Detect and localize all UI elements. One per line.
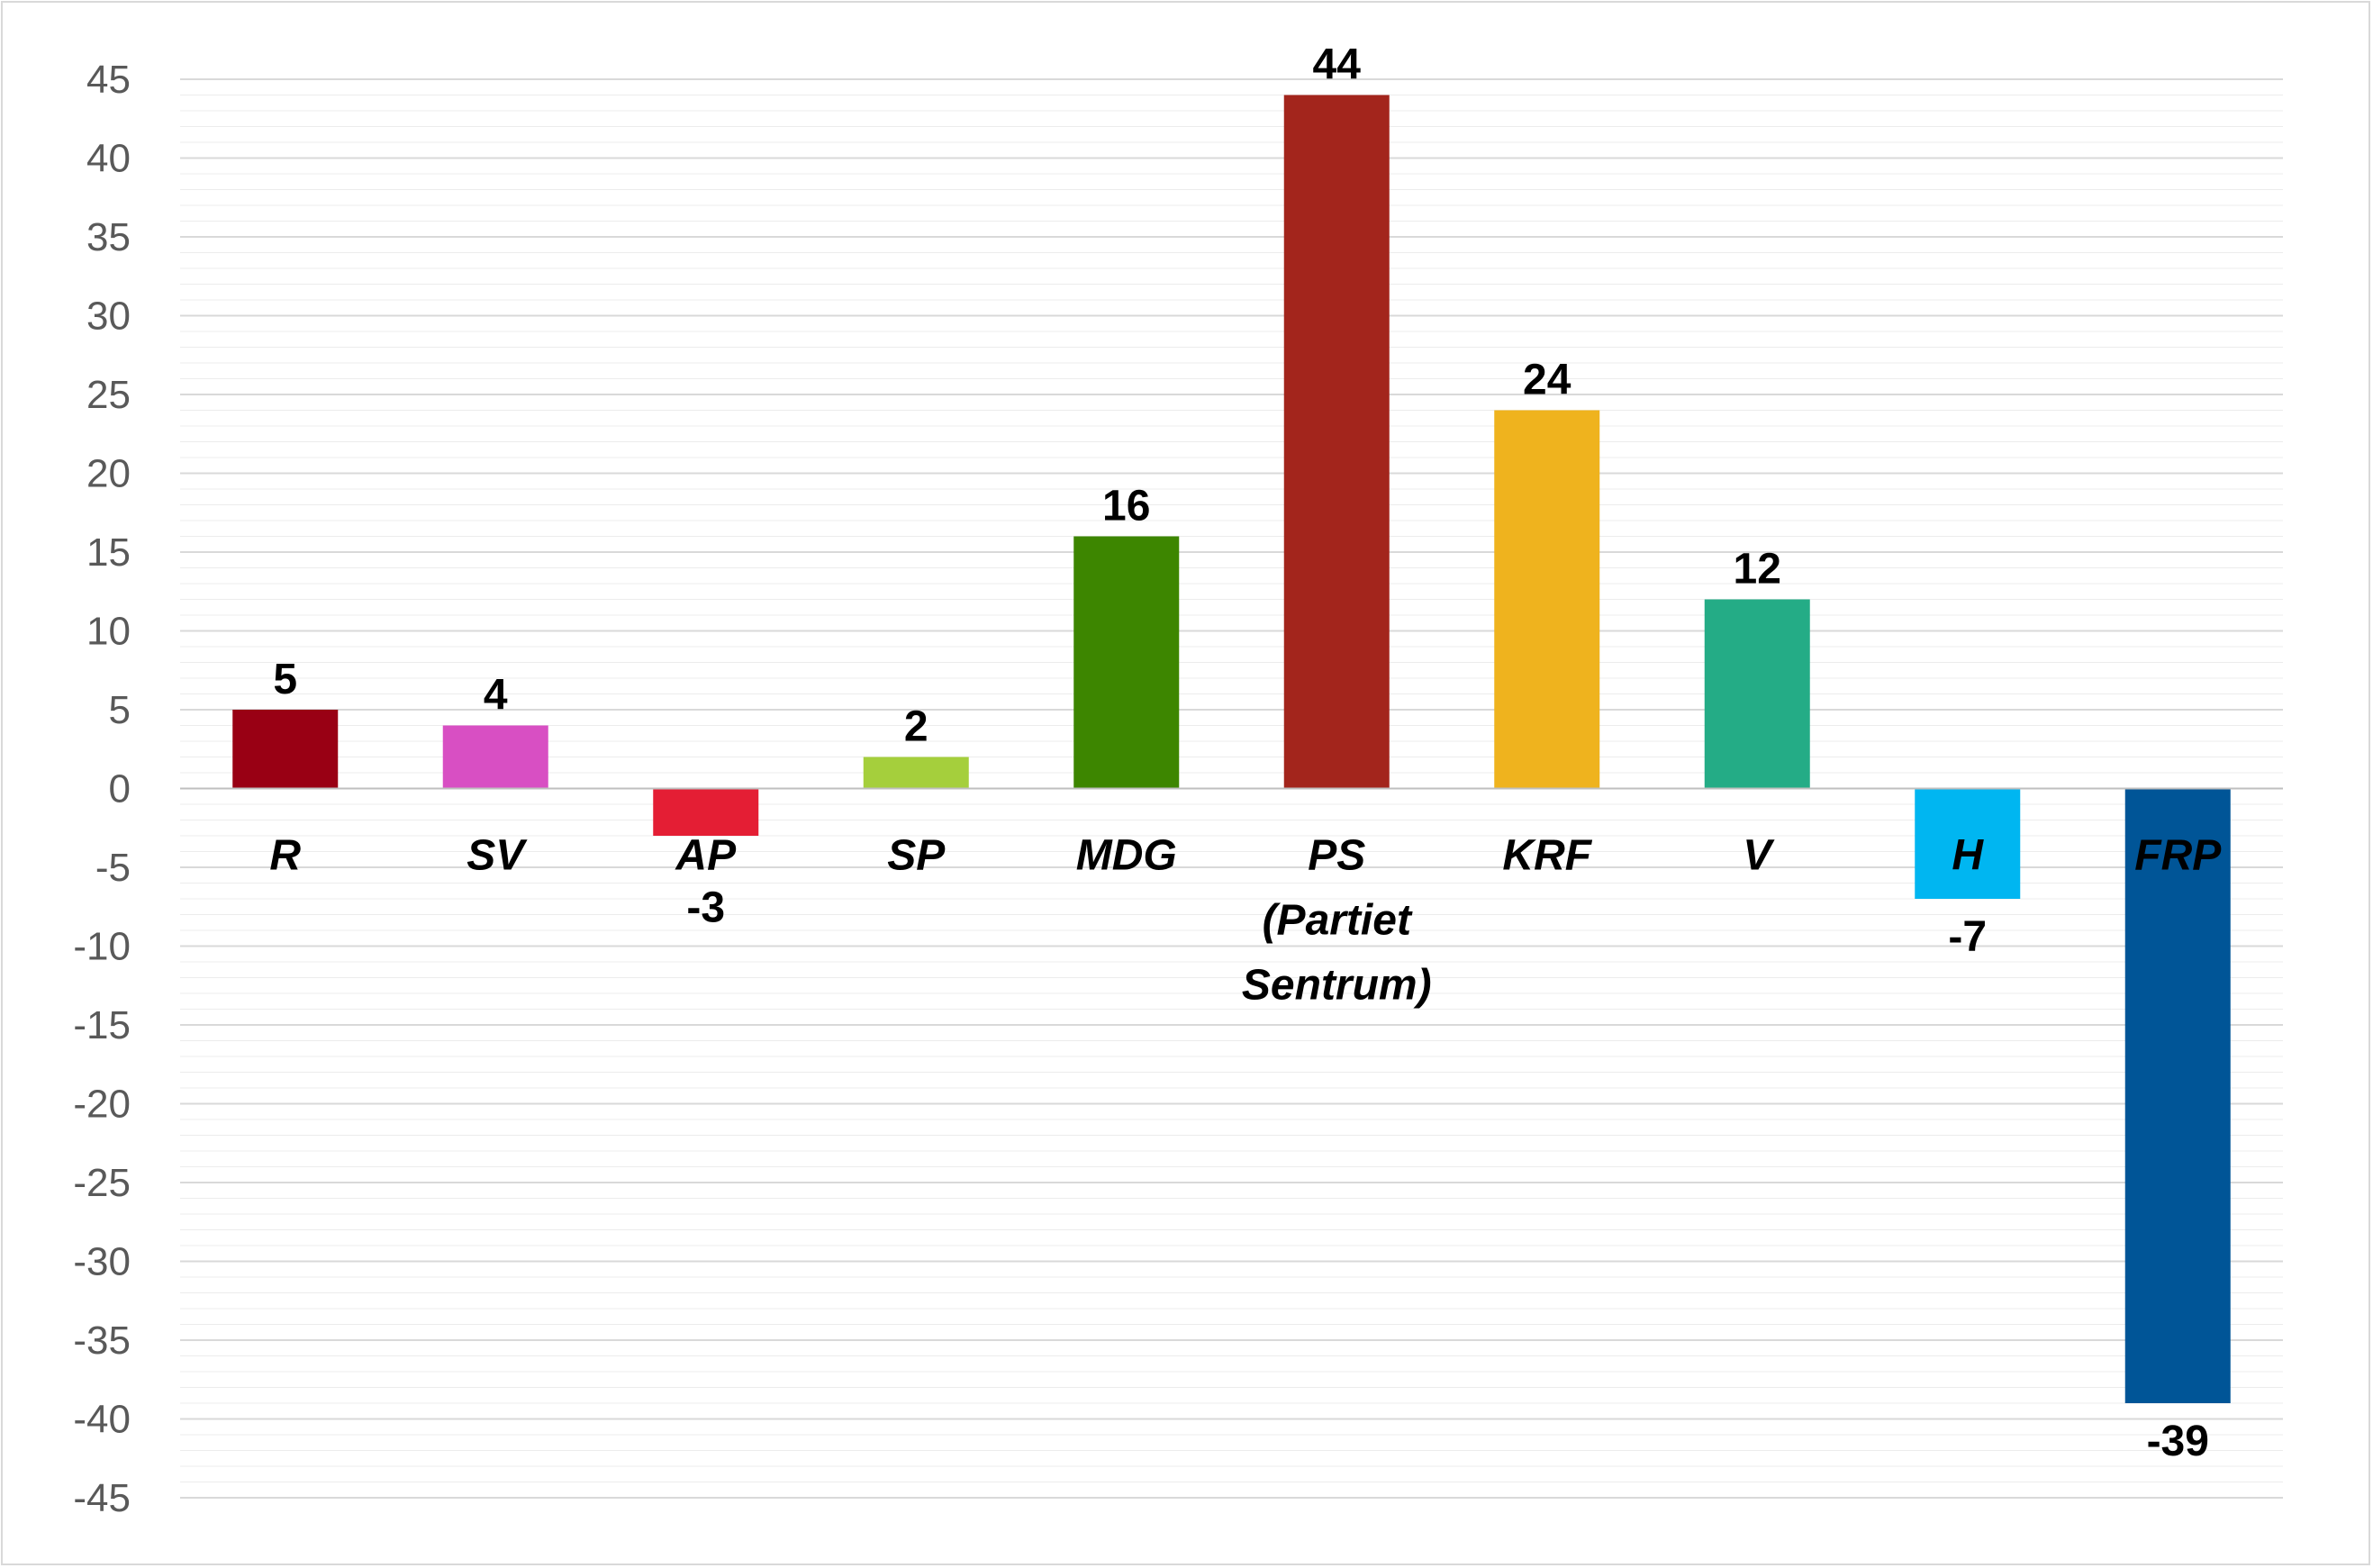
data-label: 44 [1313,41,1362,89]
y-tick-label: 30 [86,295,131,339]
data-label: 12 [1734,546,1781,594]
data-label: -3 [686,884,725,932]
category-label: SP [887,832,946,880]
y-tick-label: -10 [73,925,131,969]
y-tick-label: -15 [73,1003,131,1047]
category-label: FRP [2134,832,2222,880]
bar [1704,599,1810,789]
y-tick-label: 0 [109,767,131,811]
y-tick-label: 35 [86,215,131,259]
y-tick-label: -35 [73,1319,131,1363]
category-label: V [1743,832,1775,880]
y-tick-label: -30 [73,1240,131,1284]
bar [2124,788,2231,1403]
data-label: -39 [2147,1418,2209,1465]
data-labels: 5 4 -3 2 16 44 24 12 -7 -39 [273,41,2209,1466]
bar [442,725,548,789]
bar [653,788,759,836]
y-tick-label: -20 [73,1083,131,1127]
y-tick-label: 20 [86,452,131,496]
category-label: AP [675,832,737,880]
bars [232,95,2231,1403]
bar [1073,536,1180,789]
bar [863,757,969,789]
bar [232,710,339,789]
y-tick-label: 10 [86,610,131,654]
y-tick-label: -40 [73,1398,131,1442]
y-tick-label: 40 [86,137,131,181]
y-tick-label: 5 [109,688,131,732]
category-label: MDG [1076,832,1177,880]
data-label: 24 [1523,357,1571,404]
data-label: 4 [484,672,508,720]
category-label: SV [466,832,528,880]
grid-lines [180,78,2283,1499]
y-tick-label: -25 [73,1161,131,1205]
data-label: 2 [904,703,928,751]
y-tick-label: -5 [95,846,131,890]
category-label: KRF [1502,832,1592,880]
category-label: R [269,832,301,880]
data-label: 5 [273,656,297,703]
y-axis-ticks: 45 40 35 30 25 20 15 10 5 0 -5 -10 -15 -20 -25 -30 -35 -4… [73,58,131,1520]
bar [1915,788,2021,899]
y-tick-label: 25 [86,373,131,417]
category-label: H [1952,832,1984,880]
data-label: 16 [1102,483,1150,530]
category-label: PS (Partiet Sentrum) [1242,832,1432,1010]
bar [1494,410,1600,789]
category-labels: R SV AP SP MDG PS (Partiet Sentrum) KRF V H FRP [269,832,2222,1010]
bar [1283,95,1390,789]
y-tick-label: 15 [86,530,131,575]
y-tick-label: -45 [73,1476,131,1520]
y-tick-label: 45 [86,58,131,102]
data-label: -7 [1948,913,1987,961]
